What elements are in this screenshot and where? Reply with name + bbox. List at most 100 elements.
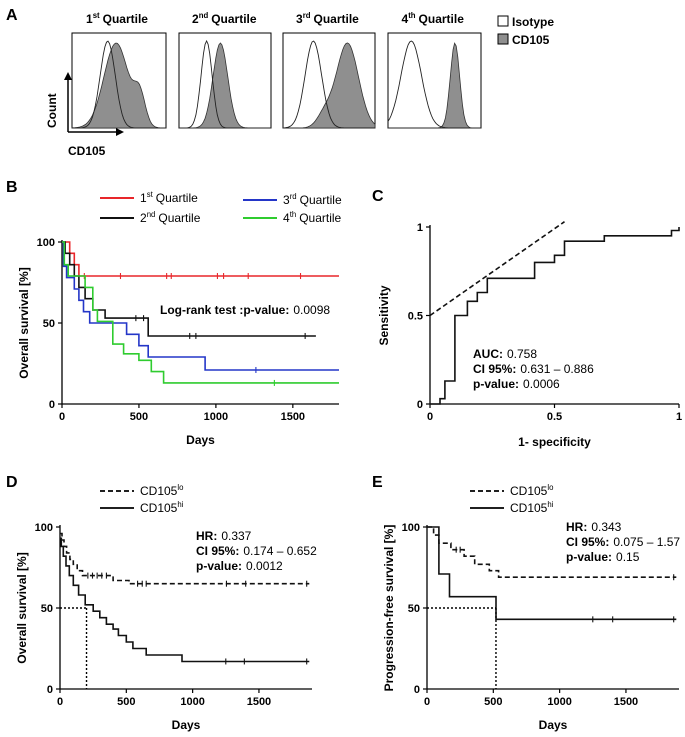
e-legend-label-2: CD105hi <box>510 500 554 515</box>
hist-isotype-1 <box>72 40 166 129</box>
b-xtick-label: 1500 <box>281 411 305 423</box>
d-ytick-label: 50 <box>41 603 53 615</box>
e-xtick-label: 0 <box>424 696 430 708</box>
c-stat-1: AUC: 0.758 <box>473 347 537 361</box>
e-xtick-label: 1000 <box>547 696 571 708</box>
hist-box-4 <box>387 32 482 129</box>
hist-ylabel: Count <box>45 93 59 128</box>
c-ylabel: Sensitivity <box>377 285 391 345</box>
e-xlabel: Days <box>539 718 568 732</box>
panel-a-letter: A <box>6 7 18 24</box>
c-xtick-label: 0 <box>427 411 433 423</box>
panel-d-letter: D <box>6 474 18 491</box>
legend-isotype-label: Isotype <box>512 15 554 29</box>
hist-xlabel: CD105 <box>68 144 106 158</box>
e-stat-1: HR: 0.343 <box>566 520 622 534</box>
d-xtick-label: 1500 <box>247 696 271 708</box>
b-ylabel: Overall survival [%] <box>17 267 31 378</box>
panel-b-legend: 1st Quartile 2nd Quartile 3rd Quartile 4th Quar… <box>100 190 342 225</box>
d-stat-2: CI 95%: 0.174 – 0.652 <box>196 544 317 558</box>
b-ytick-label: 100 <box>37 237 55 249</box>
c-ytick-label: 0 <box>417 399 423 411</box>
c-ytick-label: 1 <box>417 222 423 234</box>
d-legend-label-2: CD105hi <box>140 500 184 515</box>
e-legend-label-1: CD105lo <box>510 483 554 498</box>
panel-d-legend: CD105lo CD105hi <box>100 483 184 515</box>
hist-cd105-4 <box>388 42 481 129</box>
b-legend-label-3: 3rd Quartile <box>283 192 342 207</box>
legend-isotype-swatch <box>497 15 509 27</box>
panel-b: B 1st Quartile 2nd Quartile 3rd Quartile 4th Qu… <box>6 179 342 447</box>
e-stat-3: p-value: 0.15 <box>566 550 640 564</box>
panel-d-chart: 0 500 1000 1500 0 50 100 Days Overall survival [… <box>15 522 312 732</box>
e-xtick-label: 1500 <box>614 696 638 708</box>
hist-isotype-2 <box>179 39 271 129</box>
c-xtick-label: 1 <box>676 411 682 423</box>
panel-e-letter: E <box>372 474 383 491</box>
b-xtick-label: 0 <box>59 411 65 423</box>
d-xtick-label: 0 <box>57 696 63 708</box>
e-stat-2: CI 95%: 0.075 – 1.57 <box>566 535 680 549</box>
b-legend-label-2: 2nd Quartile <box>140 210 201 225</box>
b-xlabel: Days <box>186 433 215 447</box>
c-xtick-label: 0.5 <box>547 411 562 423</box>
hist-axes <box>64 72 124 136</box>
d-xtick-label: 500 <box>117 696 135 708</box>
legend-cd105-swatch <box>497 33 509 45</box>
c-series-2 <box>429 221 565 317</box>
hist-isotype-3 <box>282 40 375 129</box>
d-ytick-label: 0 <box>47 684 53 696</box>
e-ylabel: Progression-free survival [%] <box>382 525 396 692</box>
b-xtick-label: 1000 <box>204 411 228 423</box>
b-ytick-label: 50 <box>43 318 55 330</box>
d-stat-1: HR: 0.337 <box>196 529 252 543</box>
panel-b-letter: B <box>6 179 18 196</box>
b-ytick-label: 0 <box>49 399 55 411</box>
hist-cd105-1 <box>71 42 166 129</box>
e-series-2-line <box>427 526 677 621</box>
e-ytick-label: 50 <box>408 603 420 615</box>
hist-title-3: 3rd Quartile <box>296 11 359 26</box>
e-ytick-label: 100 <box>402 522 420 534</box>
c-stat-3: p-value: 0.0006 <box>473 377 560 391</box>
panel-b-logrank-label: Log-rank test :p-value: <box>160 303 289 317</box>
b-legend-label-1: 1st Quartile <box>140 190 198 205</box>
panel-b-logrank-value: 0.0098 <box>293 303 330 317</box>
hist-title-1: 1st Quartile <box>86 11 148 26</box>
hist-cd105-3 <box>283 42 376 129</box>
b-series-1-line <box>62 241 339 277</box>
b-legend-label-4: 4th Quartile <box>283 210 342 225</box>
panel-c-chart: 0 0.5 1 0 0.5 1 1- specificity Sensitivity <box>377 221 682 449</box>
d-stat-3: p-value: 0.0012 <box>196 559 283 573</box>
e-xtick-label: 500 <box>484 696 502 708</box>
legend-cd105-label: CD105 <box>512 33 550 47</box>
hist-title-2: 2nd Quartile <box>192 11 257 26</box>
d-ytick-label: 100 <box>35 522 53 534</box>
d-xtick-label: 1000 <box>180 696 204 708</box>
panel-e-chart: 0 500 1000 1500 0 50 100 Days Progression-free s… <box>382 522 679 732</box>
panel-c-letter: C <box>372 188 384 205</box>
panel-e: E CD105lo CD105hi 0 500 1000 1500 0 50 100 Days P… <box>372 474 680 732</box>
panel-b-chart: 0 500 1000 1500 0 50 100 Days Overall survival [… <box>17 237 339 447</box>
c-stat-2: CI 95%: 0.631 – 0.886 <box>473 362 594 376</box>
d-ylabel: Overall survival [%] <box>15 552 29 663</box>
c-ytick-label: 0.5 <box>408 311 423 323</box>
b-series-2-line <box>62 241 316 337</box>
e-ytick-label: 0 <box>414 684 420 696</box>
b-series-3-line <box>62 241 339 371</box>
d-legend-label-1: CD105lo <box>140 483 184 498</box>
c-series-1 <box>430 227 680 405</box>
d-xlabel: Days <box>172 718 201 732</box>
b-series-4-line <box>62 241 339 384</box>
d-series-2-line <box>60 537 310 663</box>
panel-d: D CD105lo CD105hi 0 500 1000 1500 0 50 100 Days O… <box>6 474 317 732</box>
panel-a: A 1st Quartile 2nd Quartile 3rd Quartile 4th Qu… <box>6 7 554 158</box>
hist-isotype-4 <box>387 40 481 129</box>
b-xtick-label: 500 <box>130 411 148 423</box>
panel-c: C 0 0.5 1 0 0.5 1 1- specificity Sensitivity AU… <box>372 188 682 449</box>
c-xlabel: 1- specificity <box>518 435 591 449</box>
